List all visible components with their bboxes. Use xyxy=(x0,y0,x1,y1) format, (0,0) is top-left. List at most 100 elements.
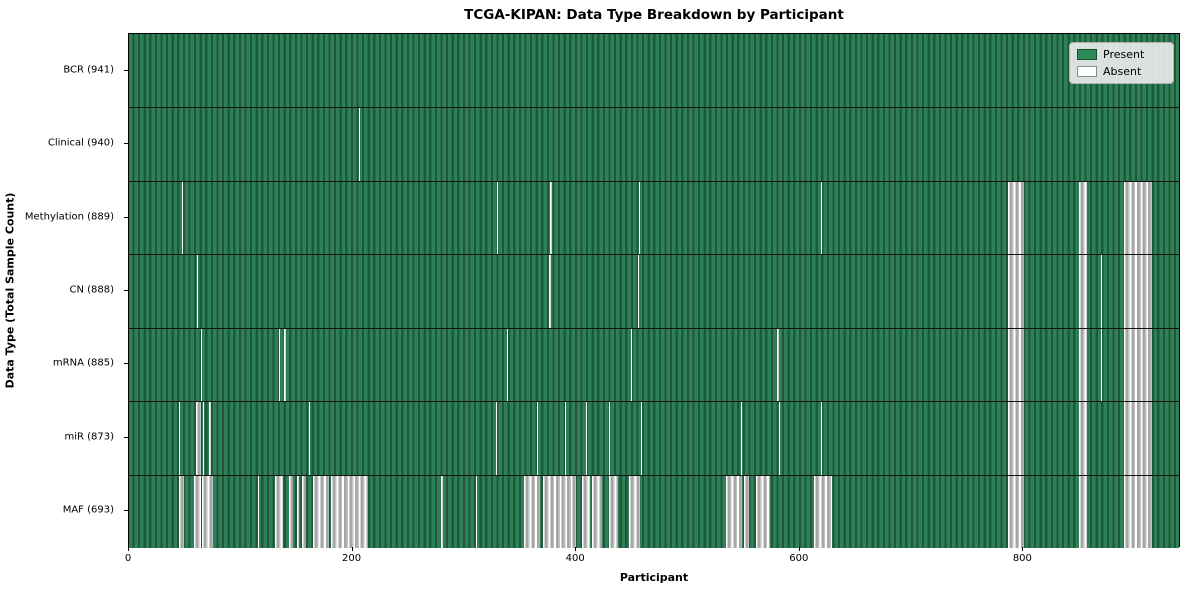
absent-segment xyxy=(1007,181,1025,255)
absent-segment xyxy=(628,475,640,548)
absent-segment xyxy=(275,475,284,548)
absent-segment xyxy=(608,475,618,548)
absent-segment xyxy=(302,475,306,548)
absent-segment xyxy=(193,475,201,548)
absent-segment xyxy=(565,402,567,475)
absent-segment xyxy=(1123,475,1152,548)
absent-segment xyxy=(506,328,509,402)
absent-segment xyxy=(209,402,211,475)
legend-label-absent: Absent xyxy=(1103,65,1142,78)
heatmap-row-CN xyxy=(129,254,1179,328)
absent-segment xyxy=(359,108,361,181)
absent-segment xyxy=(608,402,610,475)
legend-label-present: Present xyxy=(1103,48,1145,61)
absent-segment xyxy=(496,181,498,255)
absent-segment xyxy=(821,402,823,475)
y-tick-mark xyxy=(124,290,128,291)
x-tick-label-0: 0 xyxy=(124,553,132,564)
heatmap-row-mRNA xyxy=(129,327,1179,402)
absent-segment xyxy=(756,475,770,548)
absent-segment xyxy=(1079,255,1088,328)
heatmap-row-Clinical xyxy=(129,107,1179,181)
absent-segment xyxy=(313,475,330,548)
x-tick-label-200: 200 xyxy=(342,553,362,564)
absent-segment xyxy=(777,328,779,402)
y-tick-mark xyxy=(124,363,128,365)
absent-segment xyxy=(278,328,280,402)
y-tick-label-miR: miR (873) xyxy=(64,431,114,443)
y-tick-label-Methylation: Methylation (889) xyxy=(24,211,114,223)
y-tick-label-Clinical: Clinical (940) xyxy=(47,137,114,149)
absent-segment xyxy=(196,402,201,475)
absent-segment xyxy=(1079,181,1088,255)
x-tick-mark xyxy=(351,547,353,551)
absent-segment xyxy=(1007,402,1025,475)
absent-segment xyxy=(1007,255,1025,328)
x-tick-label-400: 400 xyxy=(565,553,585,564)
y-tick-mark xyxy=(124,510,128,512)
absent-segment xyxy=(740,402,742,475)
absent-segment xyxy=(641,402,643,475)
absent-segment xyxy=(1123,328,1152,402)
legend-entry-absent: Absent xyxy=(1077,65,1165,78)
absent-segment xyxy=(308,402,311,475)
absent-segment xyxy=(549,255,551,328)
absent-segment xyxy=(331,475,369,548)
absent-segment xyxy=(581,475,590,548)
x-tick-mark xyxy=(128,547,129,551)
chart-title: TCGA-KIPAN: Data Type Breakdown by Parti… xyxy=(464,7,844,23)
absent-segment xyxy=(630,328,633,402)
absent-segment xyxy=(725,475,742,548)
plot-area: Present Absent xyxy=(128,33,1180,548)
absent-segment xyxy=(179,402,181,475)
y-tick-mark xyxy=(124,143,128,145)
absent-segment xyxy=(1079,475,1088,548)
absent-segment xyxy=(1123,402,1152,475)
absent-segment xyxy=(296,475,299,548)
absent-segment xyxy=(1123,181,1152,255)
absent-segment xyxy=(284,328,286,402)
absent-segment xyxy=(1100,328,1102,402)
legend: Present Absent xyxy=(1069,42,1174,84)
absent-segment xyxy=(181,181,183,255)
absent-segment xyxy=(202,402,204,475)
absent-segment xyxy=(814,475,833,548)
x-tick-label-600: 600 xyxy=(789,553,809,564)
x-tick-mark xyxy=(575,547,577,551)
absent-segment xyxy=(591,475,602,548)
absent-segment xyxy=(288,475,294,548)
absent-segment xyxy=(1079,328,1088,402)
absent-segment xyxy=(440,475,444,548)
absent-segment xyxy=(638,181,640,255)
y-tick-label-BCR: BCR (941) xyxy=(63,64,114,76)
absent-segment xyxy=(1007,328,1025,402)
heatmap-row-MAF xyxy=(129,474,1179,548)
absent-segment xyxy=(523,475,541,548)
legend-entry-present: Present xyxy=(1077,48,1165,61)
heatmap-row-Methylation xyxy=(129,180,1179,255)
absent-segment xyxy=(821,181,823,255)
y-tick-mark xyxy=(124,69,128,71)
absent-segment xyxy=(1123,255,1152,328)
heatmap-row-miR xyxy=(129,401,1179,475)
absent-segment xyxy=(537,402,539,475)
absent-segment xyxy=(550,181,552,255)
present-swatch xyxy=(1077,49,1097,60)
y-tick-label-MAF: MAF (693) xyxy=(62,504,114,516)
x-tick-mark xyxy=(1022,547,1024,551)
absent-segment xyxy=(200,328,202,402)
y-tick-label-CN: CN (888) xyxy=(69,284,114,296)
absent-segment xyxy=(637,255,639,328)
heatmap-row-BCR xyxy=(129,34,1179,108)
absent-segment xyxy=(201,475,213,548)
absent-swatch xyxy=(1077,66,1097,77)
absent-segment xyxy=(495,402,497,475)
absent-segment xyxy=(778,402,780,475)
absent-segment xyxy=(586,402,588,475)
y-tick-mark xyxy=(124,436,128,438)
absent-segment xyxy=(179,475,184,548)
absent-segment xyxy=(542,475,577,548)
x-tick-mark xyxy=(798,547,800,551)
absent-segment xyxy=(1007,475,1025,548)
